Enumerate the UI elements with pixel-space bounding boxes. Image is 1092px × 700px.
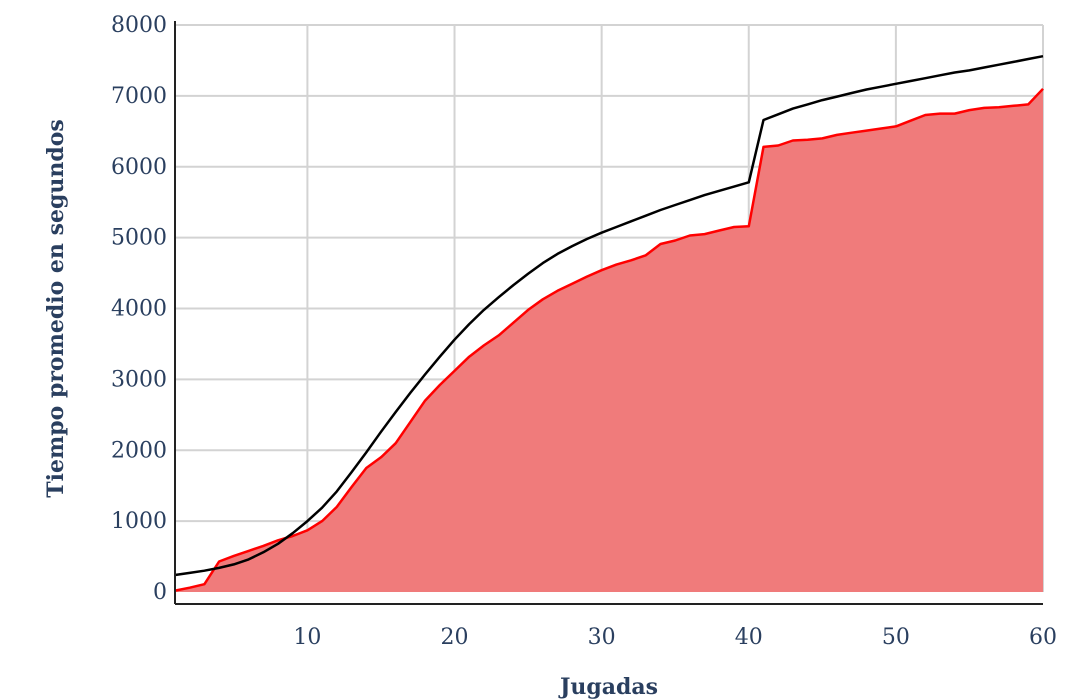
y-axis-title: Tiempo promedio en segundos [43,119,69,498]
y-tick-label: 8000 [111,13,167,38]
x-tick-labels: 10 20 30 40 50 60 [293,625,1057,650]
y-tick-label: 5000 [111,226,167,251]
y-tick-label: 0 [153,580,167,605]
series-line-1 [174,54,1044,577]
y-tick-label: 2000 [111,438,167,463]
x-tick-label: 30 [588,625,616,650]
x-tick-label: 60 [1029,625,1057,650]
y-tick-label: 4000 [111,297,167,322]
area-fill-0 [175,88,1043,593]
y-tick-label: 3000 [111,367,167,392]
y-tick-label: 1000 [111,509,167,534]
y-tick-label: 6000 [111,155,167,180]
series-layer [174,54,1044,593]
x-tick-label: 20 [441,625,469,650]
x-tick-label: 40 [735,625,763,650]
x-tick-label: 10 [293,625,321,650]
y-tick-labels: 0 1000 2000 3000 4000 5000 6000 7000 8000 [111,13,167,605]
area-line-0 [174,87,1044,592]
y-tick-label: 7000 [111,84,167,109]
x-axis-title: Jugadas [558,674,658,700]
x-tick-label: 50 [882,625,910,650]
